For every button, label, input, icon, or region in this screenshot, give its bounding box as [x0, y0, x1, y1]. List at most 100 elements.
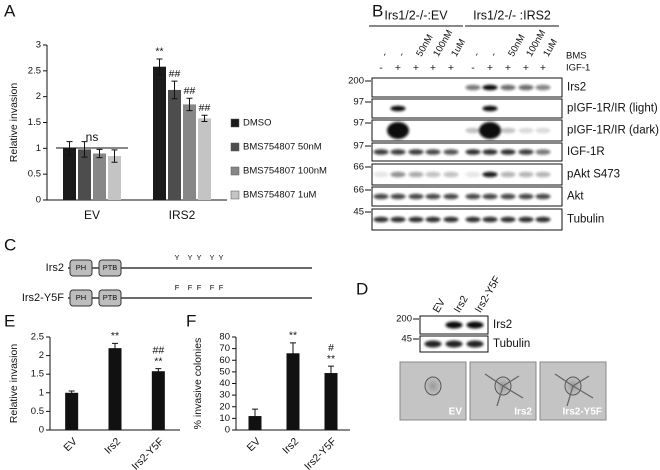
- band: [465, 193, 481, 200]
- lane-label: -: [379, 62, 383, 74]
- site-label: F: [188, 283, 193, 292]
- y-tick-label: 2.5: [31, 332, 44, 343]
- x-tick-label: EV: [245, 436, 263, 454]
- y-tick-label: 40: [219, 378, 230, 389]
- size-marker: 66: [353, 185, 364, 196]
- cell: [424, 376, 442, 396]
- band: [500, 127, 516, 134]
- legend-label: DMSO: [243, 118, 272, 129]
- band: [425, 193, 441, 200]
- band: [500, 193, 516, 200]
- size-marker: 200: [348, 76, 364, 87]
- significance-label: **: [155, 46, 163, 58]
- legend-label: BMS754807 100nM: [243, 166, 327, 177]
- y-axis-label: % invasive colonies: [192, 338, 204, 430]
- site-label: F: [210, 283, 215, 292]
- y-tick-label: 60: [219, 355, 230, 366]
- band: [518, 193, 534, 200]
- panel-label: B: [372, 1, 383, 20]
- error-bar: [290, 342, 296, 365]
- y-tick-label: 30: [219, 390, 230, 401]
- site-label: F: [175, 283, 180, 292]
- error-bar: [201, 114, 208, 122]
- band: [535, 216, 551, 223]
- error-bar: [155, 368, 162, 375]
- image-label: EV: [449, 407, 463, 418]
- lane-label: +: [448, 62, 454, 74]
- band: [479, 122, 501, 139]
- x-tick-label: Irs2: [102, 435, 123, 456]
- domain-label: PH: [76, 293, 86, 302]
- lane-label: -: [396, 51, 407, 59]
- band: [482, 171, 498, 178]
- panel-label: F: [186, 311, 196, 330]
- construct-name: Irs2-Y5F: [22, 292, 64, 304]
- lane-label: +: [430, 62, 436, 74]
- legend-label: BMS754807 50nM: [243, 142, 322, 153]
- bar: [324, 373, 338, 430]
- domain-box: [98, 259, 122, 277]
- band: [390, 193, 406, 200]
- band: [535, 193, 551, 200]
- y-tick-label: 10: [219, 413, 230, 424]
- band: [390, 105, 406, 112]
- band: [535, 171, 551, 178]
- site-label: Y: [174, 253, 179, 262]
- lane-label: 1uM: [449, 37, 468, 59]
- x-tick-label: EV: [84, 208, 100, 222]
- construct-name: Irs2: [46, 262, 64, 274]
- lane-label: +: [505, 62, 511, 74]
- legend-label: BMS754807 1uM: [243, 190, 316, 201]
- band: [482, 149, 498, 155]
- error-bar: [111, 149, 118, 163]
- bar: [151, 371, 165, 430]
- band: [373, 171, 389, 178]
- band: [465, 127, 481, 134]
- blot-frame: [371, 98, 563, 119]
- band: [500, 149, 516, 155]
- x-tick-label: Irs2-Y5F: [302, 436, 339, 470]
- bar: [183, 104, 196, 200]
- image-label: Irs2-Y5F: [563, 407, 602, 418]
- legend-swatch: [230, 166, 240, 176]
- panel-label: E: [4, 311, 15, 330]
- significance-label: ##: [152, 344, 164, 356]
- error-bar: [96, 148, 103, 159]
- error-bar: [186, 97, 193, 112]
- band: [518, 171, 534, 178]
- error-bar: [171, 80, 178, 100]
- lane-label: +: [523, 62, 529, 74]
- row-label: IGF-1: [566, 63, 590, 74]
- blot-label: Irs2: [493, 319, 512, 331]
- band: [408, 171, 424, 178]
- lane-label: EV: [431, 297, 448, 315]
- y-tick-label: 1: [39, 387, 44, 398]
- band: [535, 84, 551, 91]
- size-marker: 97: [353, 97, 364, 108]
- site-label: Y: [209, 253, 214, 262]
- lane-label: Irs2-Y5F: [473, 274, 504, 315]
- band: [466, 321, 484, 329]
- band: [425, 171, 441, 178]
- x-tick-label: EV: [61, 436, 79, 454]
- panel-label: A: [4, 1, 16, 20]
- y-tick-label: 0: [36, 195, 41, 206]
- y-tick-label: 2: [39, 350, 44, 361]
- site-label: Y: [196, 253, 201, 262]
- significance-label: **: [327, 353, 335, 365]
- bar: [78, 149, 91, 200]
- band: [500, 216, 516, 223]
- band: [408, 216, 424, 223]
- domain-box: [98, 289, 122, 307]
- blot-label: pIGF-1R/IR (dark): [567, 125, 659, 137]
- domain-box: [69, 289, 93, 307]
- blot-label: Tubulin: [493, 338, 530, 350]
- band: [465, 171, 481, 178]
- site-label: Y: [218, 253, 223, 262]
- cell-protrusions: [484, 373, 524, 407]
- bar: [108, 348, 122, 430]
- band: [373, 193, 389, 200]
- blot-label: pAkt S473: [567, 169, 620, 181]
- domain-label: PTB: [103, 293, 118, 302]
- site-label: F: [219, 283, 224, 292]
